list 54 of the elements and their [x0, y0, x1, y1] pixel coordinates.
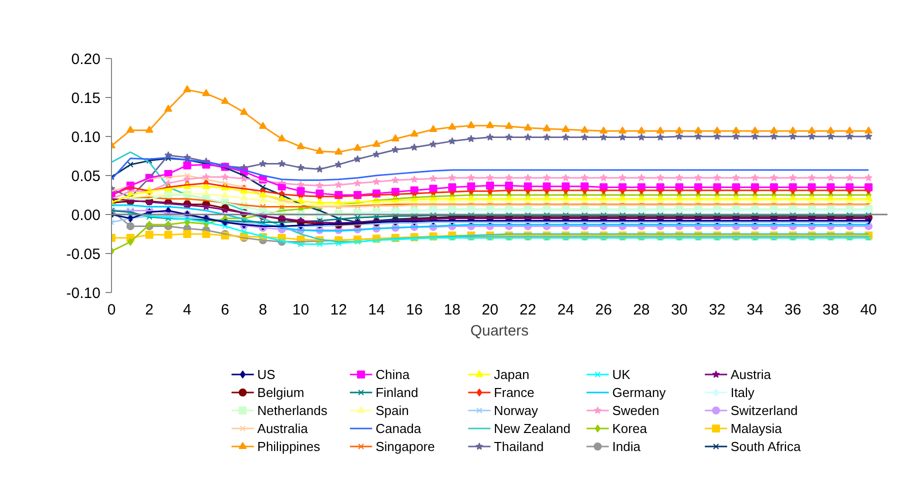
- legend-label: Thailand: [494, 439, 544, 454]
- x-tick-label: 26: [595, 302, 612, 318]
- x-tick-label: 12: [330, 302, 347, 318]
- legend-label: New Zealand: [494, 421, 571, 436]
- x-tick-label: 18: [444, 302, 461, 318]
- legend-label: Canada: [376, 421, 422, 436]
- legend-label: Spain: [376, 403, 409, 418]
- legend-label: India: [612, 439, 642, 454]
- x-tick-label: 40: [860, 302, 877, 318]
- x-tick-label: 8: [258, 302, 268, 318]
- x-tick-label: 34: [746, 302, 764, 318]
- legend-label: Sweden: [612, 403, 660, 418]
- x-tick-label: 10: [292, 302, 310, 318]
- x-tick-label: 4: [183, 302, 192, 318]
- y-tick-label: 0.00: [71, 207, 101, 224]
- y-tick-label: 0.10: [71, 129, 101, 146]
- x-tick-label: 20: [482, 302, 498, 318]
- legend-label: Belgium: [257, 385, 304, 400]
- legend-label: Finland: [376, 385, 418, 400]
- x-tick-label: 28: [633, 302, 650, 318]
- legend-label: Korea: [612, 421, 648, 436]
- y-tick-label: 0.15: [71, 90, 101, 107]
- legend-label: Australia: [257, 421, 309, 436]
- legend-label: Malaysia: [730, 421, 783, 436]
- legend-label: US: [257, 367, 276, 382]
- legend-label: South Africa: [730, 439, 802, 454]
- y-tick-label: -0.05: [66, 246, 101, 263]
- x-tick-label: 2: [145, 302, 154, 318]
- legend-label: Austria: [730, 367, 772, 382]
- legend-label: Philippines: [257, 439, 321, 454]
- x-tick-label: 16: [406, 302, 423, 318]
- x-tick-label: 22: [520, 302, 536, 318]
- x-tick-label: 32: [708, 302, 726, 318]
- x-tick-label: 36: [784, 302, 802, 318]
- legend-label: UK: [612, 367, 631, 382]
- y-tick-label: -0.10: [66, 285, 101, 302]
- legend-label: Netherlands: [257, 403, 328, 418]
- x-tick-label: 24: [557, 302, 574, 318]
- legend-label: Norway: [494, 403, 538, 418]
- y-tick-label: 0.05: [71, 168, 101, 185]
- legend-label: Germany: [612, 385, 666, 400]
- legend-label: China: [376, 367, 410, 382]
- x-axis-title: Quarters: [470, 322, 529, 340]
- x-tick-label: 0: [107, 302, 116, 318]
- legend-label: Italy: [730, 385, 755, 400]
- legend-label: Japan: [494, 367, 530, 382]
- legend-label: Singapore: [376, 439, 435, 454]
- x-tick-label: 6: [220, 302, 230, 318]
- x-tick-label: 30: [670, 302, 688, 318]
- legend-label: Switzerland: [730, 403, 798, 418]
- legend-label: France: [494, 385, 534, 400]
- x-tick-label: 14: [368, 302, 385, 318]
- y-tick-label: 0.20: [71, 51, 101, 68]
- x-tick-label: 38: [822, 302, 840, 318]
